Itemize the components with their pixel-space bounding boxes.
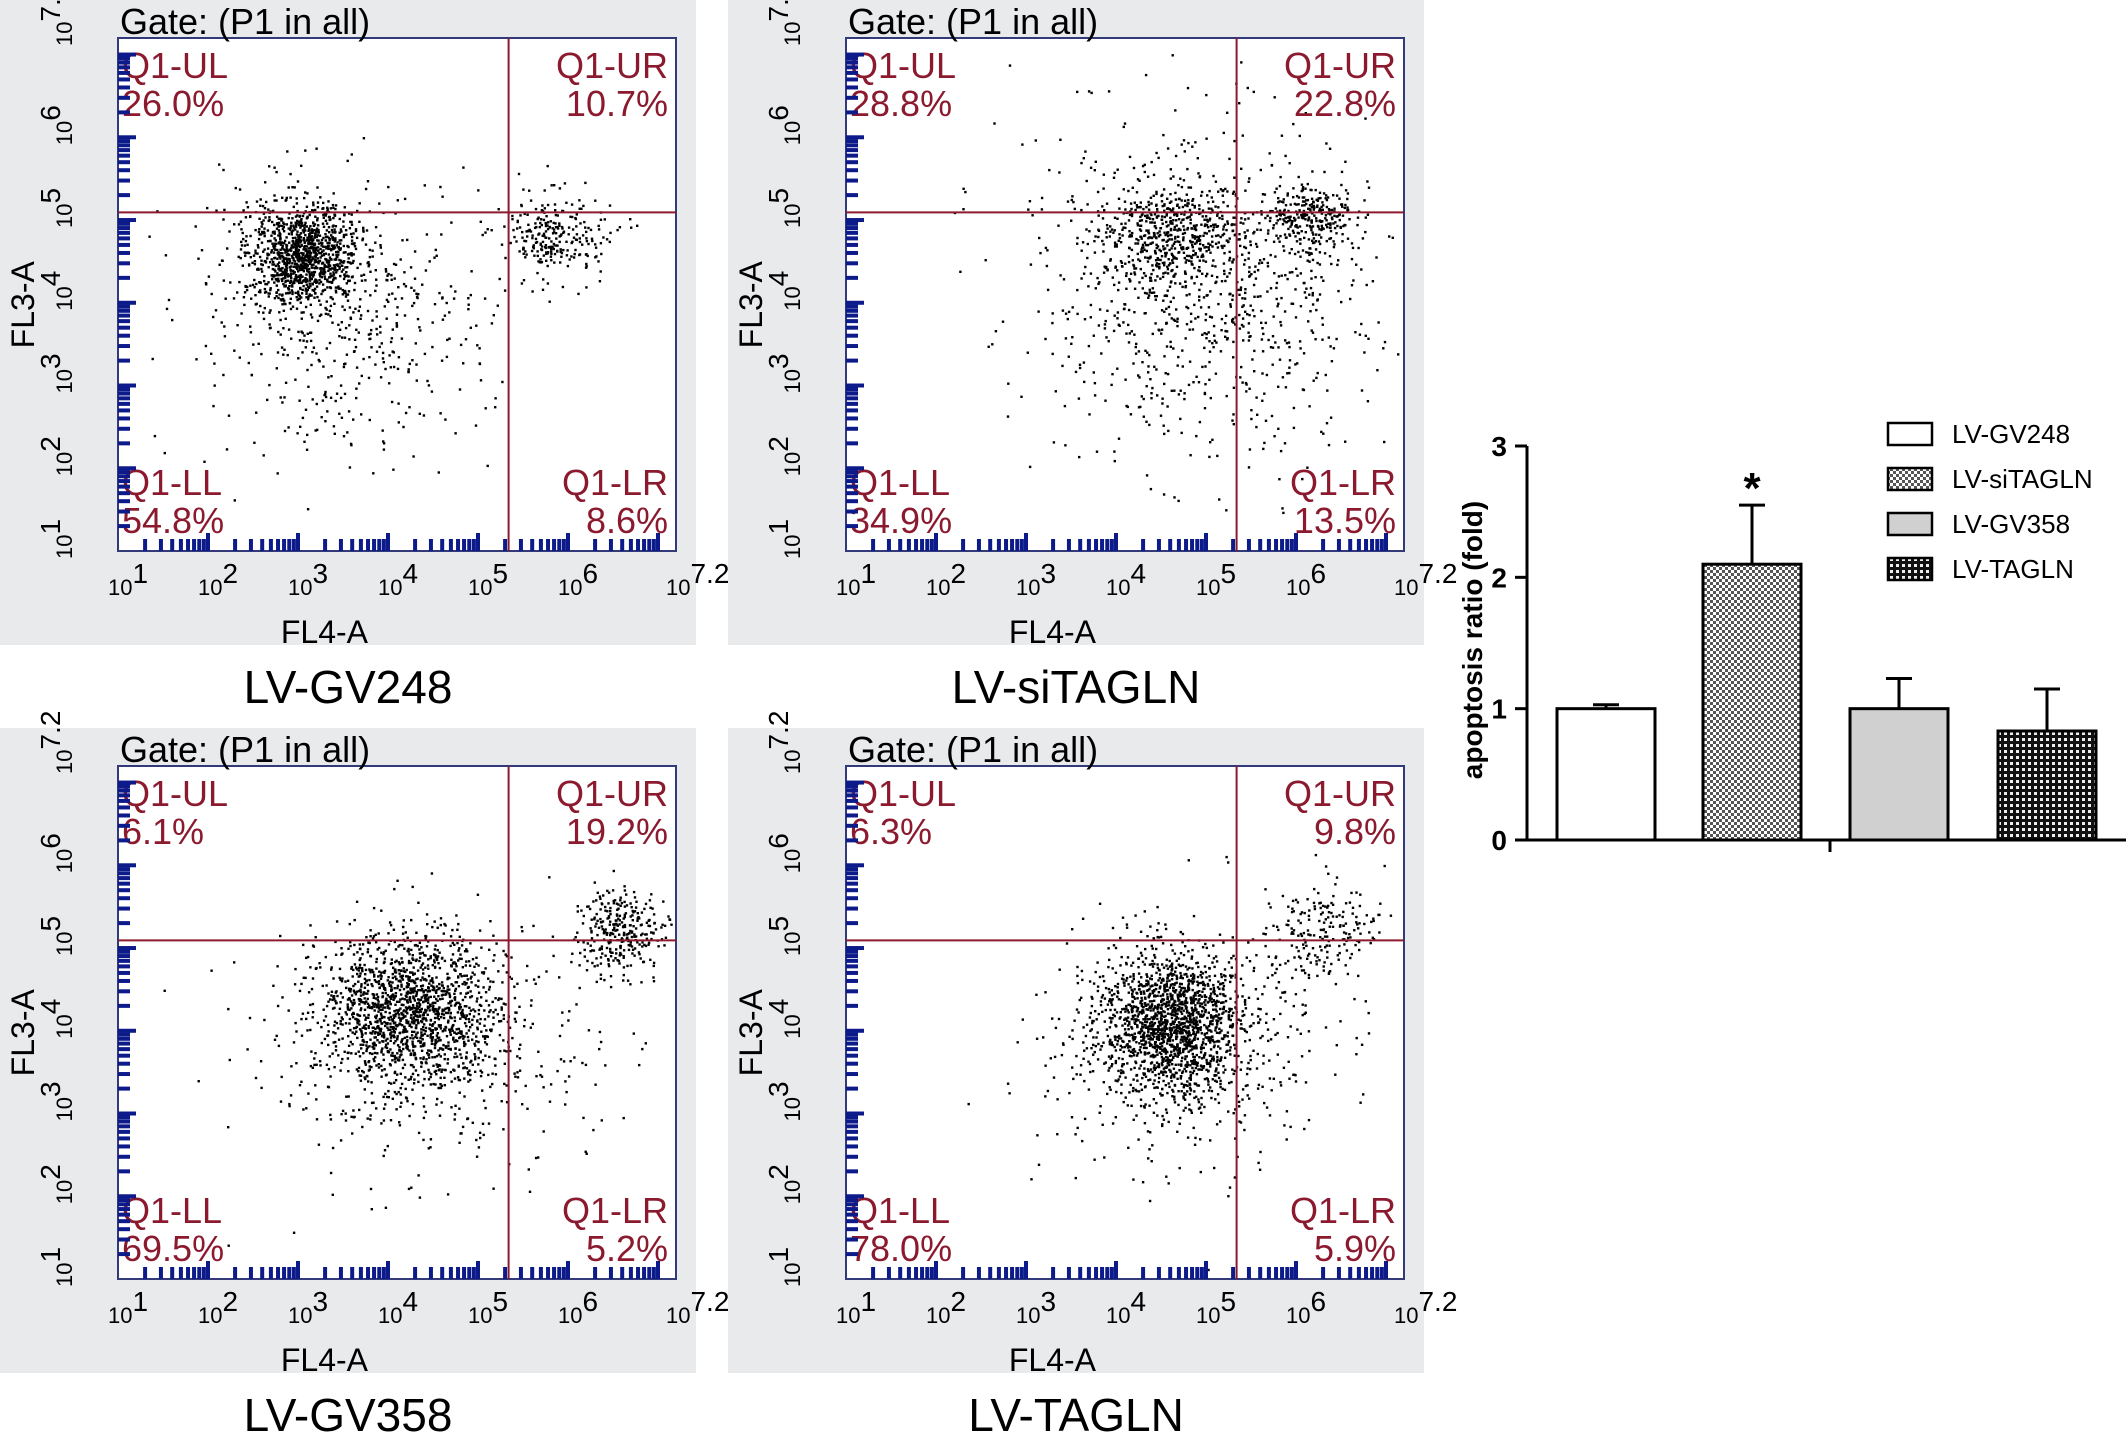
quadrant-name-ur: Q1-UR xyxy=(556,45,668,86)
quadrant-percent-lr: 13.5% xyxy=(1294,500,1396,541)
x-axis-label: FL4-A xyxy=(1009,614,1097,650)
bar-y-tick-label: 3 xyxy=(1491,431,1507,462)
gate-title: Gate: (P1 in all) xyxy=(848,1,1098,42)
quadrant-percent-lr: 8.6% xyxy=(586,500,668,541)
legend-label: LV-GV248 xyxy=(1952,419,2070,449)
legend-label: LV-siTAGLN xyxy=(1952,464,2093,494)
quadrant-percent-ur: 10.7% xyxy=(566,83,668,124)
plot-caption: LV-GV248 xyxy=(0,660,698,714)
quadrant-percent-ur: 9.8% xyxy=(1314,811,1396,852)
quadrant-name-ul: Q1-UL xyxy=(122,45,228,86)
quadrant-percent-ul: 26.0% xyxy=(122,83,224,124)
bar-LV-GV248 xyxy=(1557,709,1655,840)
legend-label: LV-GV358 xyxy=(1952,509,2070,539)
bar-y-tick-label: 0 xyxy=(1491,825,1507,856)
flow-plot-4: Gate: (P1 in all)Q1-UL6.3% Q1-UR9.8% Q1-LL… xyxy=(728,711,1457,1378)
gate-title: Gate: (P1 in all) xyxy=(120,1,370,42)
quadrant-name-lr: Q1-LR xyxy=(1290,1190,1396,1231)
quadrant-percent-ul: 6.1% xyxy=(122,811,204,852)
quadrant-name-ul: Q1-UL xyxy=(122,773,228,814)
bar-y-tick-label: 2 xyxy=(1491,562,1507,593)
bar-y-axis-label: apoptosis ratio (fold) xyxy=(1457,501,1488,779)
x-axis-label: FL4-A xyxy=(281,614,369,650)
legend-swatch xyxy=(1888,558,1932,580)
y-axis-label: FL3-A xyxy=(733,989,769,1077)
quadrant-name-ul: Q1-UL xyxy=(850,45,956,86)
bar-y-tick-label: 1 xyxy=(1491,694,1507,725)
y-axis-label: FL3-A xyxy=(5,261,41,349)
legend-swatch xyxy=(1888,468,1932,490)
quadrant-name-ll: Q1-LL xyxy=(122,1190,222,1231)
quadrant-percent-ul: 28.8% xyxy=(850,83,952,124)
quadrant-percent-lr: 5.2% xyxy=(586,1228,668,1269)
y-axis-label: FL3-A xyxy=(5,989,41,1077)
quadrant-percent-lr: 5.9% xyxy=(1314,1228,1396,1269)
quadrant-name-ur: Q1-UR xyxy=(556,773,668,814)
bar-LV-siTAGLN xyxy=(1703,564,1801,840)
quadrant-name-ll: Q1-LL xyxy=(850,1190,950,1231)
gate-title: Gate: (P1 in all) xyxy=(120,729,370,770)
quadrant-percent-ul: 6.3% xyxy=(850,811,932,852)
quadrant-name-ll: Q1-LL xyxy=(122,462,222,503)
bar-LV-TAGLN xyxy=(1998,731,2096,840)
gate-title: Gate: (P1 in all) xyxy=(848,729,1098,770)
legend: LV-GV248 LV-siTAGLN LV-GV358 LV-TAGLN xyxy=(1888,419,2093,584)
quadrant-name-ur: Q1-UR xyxy=(1284,773,1396,814)
quadrant-name-lr: Q1-LR xyxy=(1290,462,1396,503)
bar-chart: 0 1 2 3 apoptosis ratio (fold) * LV-GV248 LV-si… xyxy=(1457,419,2126,856)
quadrant-name-lr: Q1-LR xyxy=(562,462,668,503)
plot-caption: LV-siTAGLN xyxy=(726,660,1426,714)
quadrant-name-ur: Q1-UR xyxy=(1284,45,1396,86)
x-axis-label: FL4-A xyxy=(1009,1342,1097,1378)
legend-label: LV-TAGLN xyxy=(1952,554,2074,584)
significance-marker: * xyxy=(1743,464,1761,513)
quadrant-percent-ur: 19.2% xyxy=(566,811,668,852)
quadrant-name-lr: Q1-LR xyxy=(562,1190,668,1231)
quadrant-percent-ur: 22.8% xyxy=(1294,83,1396,124)
quadrant-name-ll: Q1-LL xyxy=(850,462,950,503)
quadrant-name-ul: Q1-UL xyxy=(850,773,956,814)
bar-LV-GV358 xyxy=(1850,709,1948,840)
legend-swatch xyxy=(1888,513,1932,535)
y-axis-label: FL3-A xyxy=(733,261,769,349)
legend-swatch xyxy=(1888,423,1932,445)
x-axis-label: FL4-A xyxy=(281,1342,369,1378)
